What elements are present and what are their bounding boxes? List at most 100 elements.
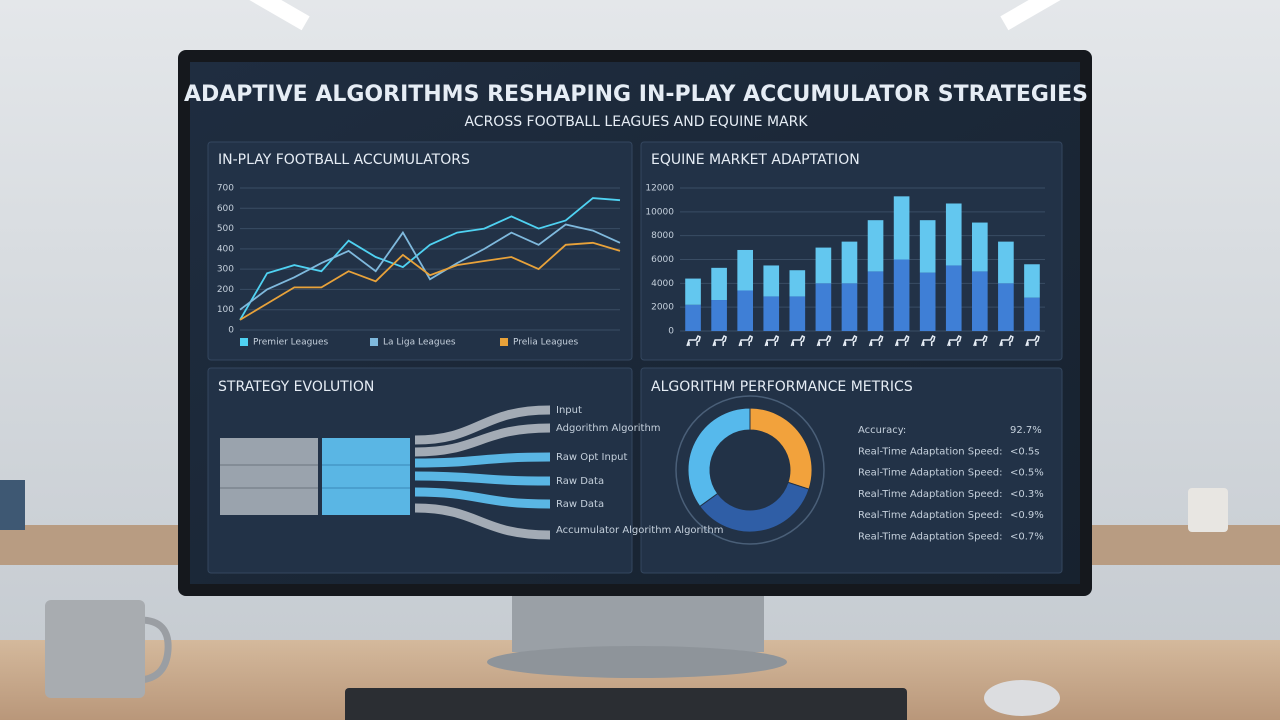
- sankey-label: Raw Data: [556, 476, 604, 487]
- horse-icon: [947, 334, 962, 347]
- bar-segment: [815, 247, 832, 284]
- bar-segment: [893, 196, 910, 260]
- horse-icon: [738, 334, 754, 347]
- bar-segment: [998, 241, 1014, 284]
- y-tick-label: 2000: [651, 303, 674, 313]
- line-series: [239, 197, 621, 321]
- y-tick-label: 12000: [645, 184, 674, 194]
- legend-label: La Liga Leagues: [383, 338, 456, 348]
- y-tick-label: 100: [217, 305, 234, 315]
- mouse: [984, 680, 1060, 716]
- sankey-label: Adgorithm Algorithm: [556, 423, 661, 434]
- metric-value: <0.5s: [1010, 446, 1040, 457]
- line-series: [239, 223, 621, 311]
- keyboard: [345, 688, 907, 720]
- line-series: [239, 241, 621, 321]
- ceiling-light: [232, 0, 310, 31]
- horse-icon: [868, 334, 884, 347]
- horse-icon: [842, 334, 858, 347]
- y-tick-label: 200: [217, 285, 234, 295]
- metric-value: <0.7%: [1010, 532, 1044, 543]
- panel-title: STRATEGY EVOLUTION: [218, 379, 374, 395]
- donut-slice: [687, 407, 751, 508]
- sankey-flow: [414, 452, 551, 468]
- bar-segment: [685, 278, 701, 305]
- bar-segment: [737, 249, 753, 291]
- ceiling-light: [1000, 0, 1078, 31]
- sankey-flow: [414, 487, 551, 509]
- back-mug: [1188, 488, 1228, 532]
- horse-icon: [973, 334, 988, 347]
- sankey-label: Accumulator Algorithm Algorithm: [556, 525, 723, 536]
- back-table: [0, 525, 190, 565]
- bar-segment: [763, 265, 780, 297]
- horse-icon: [686, 334, 701, 347]
- metric-label: Real-Time Adaptation Speed:: [858, 446, 1003, 457]
- y-tick-label: 600: [217, 204, 234, 214]
- metric-label: Real-Time Adaptation Speed:: [858, 532, 1003, 543]
- metric-label: Real-Time Adaptation Speed:: [858, 489, 1003, 500]
- horse-icon: [816, 334, 832, 347]
- sankey-label: Raw Data: [556, 499, 604, 510]
- back-table: [1090, 525, 1280, 565]
- legend-swatch: [240, 338, 248, 346]
- metric-value: <0.3%: [1010, 489, 1044, 500]
- bar-segment: [867, 220, 884, 272]
- y-tick-label: 8000: [651, 231, 674, 241]
- y-tick-label: 4000: [651, 279, 674, 289]
- metric-value: <0.9%: [1010, 510, 1044, 521]
- y-tick-label: 0: [668, 327, 674, 337]
- bar-segment: [737, 290, 753, 331]
- horse-icon: [764, 334, 780, 347]
- sankey-shapes: [220, 405, 551, 540]
- sankey-label: Input: [556, 405, 582, 416]
- y-tick-label: 500: [217, 224, 234, 234]
- legend-swatch: [500, 338, 508, 346]
- bar-segment: [789, 270, 806, 297]
- panel-title: IN-PLAY FOOTBALL ACCUMULATORS: [218, 152, 470, 168]
- legend-label: Premier Leagues: [253, 338, 329, 348]
- sankey-label: Raw Opt Input: [556, 452, 628, 463]
- sankey-flow: [414, 405, 551, 445]
- panel-title: EQUINE MARKET ADAPTATION: [651, 152, 860, 168]
- horse-icon: [894, 334, 910, 347]
- bar-segment: [789, 296, 806, 331]
- bar-segment: [919, 220, 936, 273]
- y-tick-label: 10000: [645, 207, 674, 217]
- sankey-flow: [414, 503, 551, 540]
- horse-icon: [920, 334, 936, 347]
- dashboard-subtitle: ACROSS FOOTBALL LEAGUES AND EQUINE MARK: [464, 114, 808, 130]
- sankey-flow: [414, 423, 551, 457]
- horse-icon: [712, 334, 727, 347]
- horse-icon: [999, 334, 1014, 347]
- y-tick-label: 300: [217, 265, 234, 275]
- bar-segment: [945, 203, 962, 266]
- monitor-base: [487, 646, 787, 678]
- bar-segment: [972, 222, 988, 272]
- y-tick-label: 0: [228, 326, 234, 336]
- bar-segment: [841, 283, 858, 331]
- legend-swatch: [370, 338, 378, 346]
- sankey-node: [322, 438, 410, 515]
- legend-label: Prelia Leagues: [513, 338, 579, 348]
- bar-segment: [945, 265, 962, 331]
- metric-label: Accuracy:: [858, 425, 906, 436]
- sankey-node: [220, 438, 318, 515]
- panel: [207, 141, 633, 361]
- y-tick-label: 6000: [651, 255, 674, 265]
- panel: [207, 367, 633, 574]
- metric-label: Real-Time Adaptation Speed:: [858, 468, 1003, 479]
- bar-segment: [1024, 297, 1040, 331]
- sankey-flow: [414, 471, 551, 486]
- panel-title: ALGORITHM PERFORMANCE METRICS: [651, 379, 913, 395]
- bar-segment: [867, 271, 884, 331]
- horse-icon: [1025, 334, 1040, 347]
- bar-segment: [972, 271, 988, 331]
- dashboard-title: ADAPTIVE ALGORITHMS RESHAPING IN-PLAY AC…: [184, 82, 1088, 107]
- horse-icon: [790, 334, 806, 347]
- bar-segment: [711, 300, 727, 331]
- metric-label: Real-Time Adaptation Speed:: [858, 510, 1003, 521]
- bar-segment: [998, 283, 1014, 331]
- metric-value: 92.7%: [1010, 425, 1042, 436]
